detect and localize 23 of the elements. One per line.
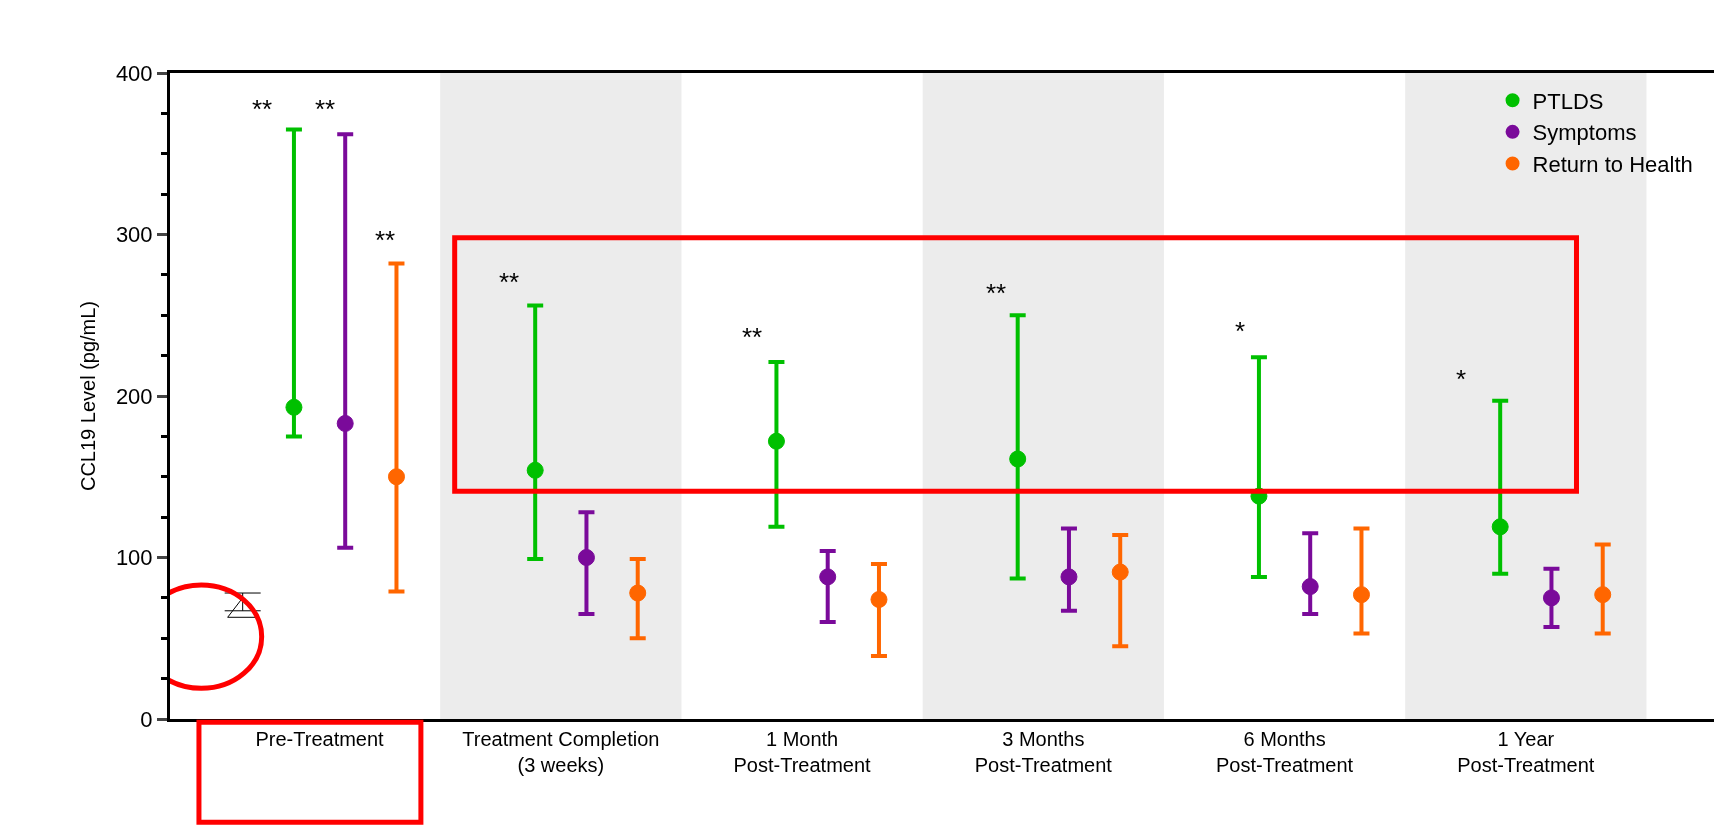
x-tick-label: Pre-Treatment	[255, 728, 385, 750]
y-axis-title: CCL19 Level (pg/mL)	[77, 300, 100, 492]
annotation: **	[375, 225, 396, 255]
y-tick-label: 100	[115, 545, 153, 571]
x-tick-label: 1 Month Post-Treatment	[733, 728, 872, 776]
legend-label: Symptoms	[1532, 120, 1637, 146]
y-tick-label: 0	[140, 706, 153, 732]
x-tick-label: 1 Year Post-Treatment	[1457, 728, 1595, 776]
y-tick-label: 400	[115, 60, 153, 86]
annotation: **	[499, 267, 520, 297]
x-tick-label: 6 Months Post-Treatment	[1216, 728, 1354, 776]
y-tick-label: 300	[115, 222, 153, 248]
annotation: **	[252, 94, 273, 124]
legend-label: Return to Health	[1532, 152, 1693, 178]
annotation: **	[986, 278, 1007, 308]
legend-label: PTLDS	[1532, 88, 1604, 114]
annotation: **	[315, 94, 336, 124]
annotation: **	[742, 322, 763, 352]
x-tick-label: 3 Months Post-Treatment	[974, 728, 1113, 776]
annotation: *	[1235, 316, 1246, 346]
x-tick-label: Treatment Completion (3 weeks)	[462, 728, 660, 776]
annotation: *	[1456, 364, 1467, 394]
y-tick-label: 200	[115, 383, 153, 409]
